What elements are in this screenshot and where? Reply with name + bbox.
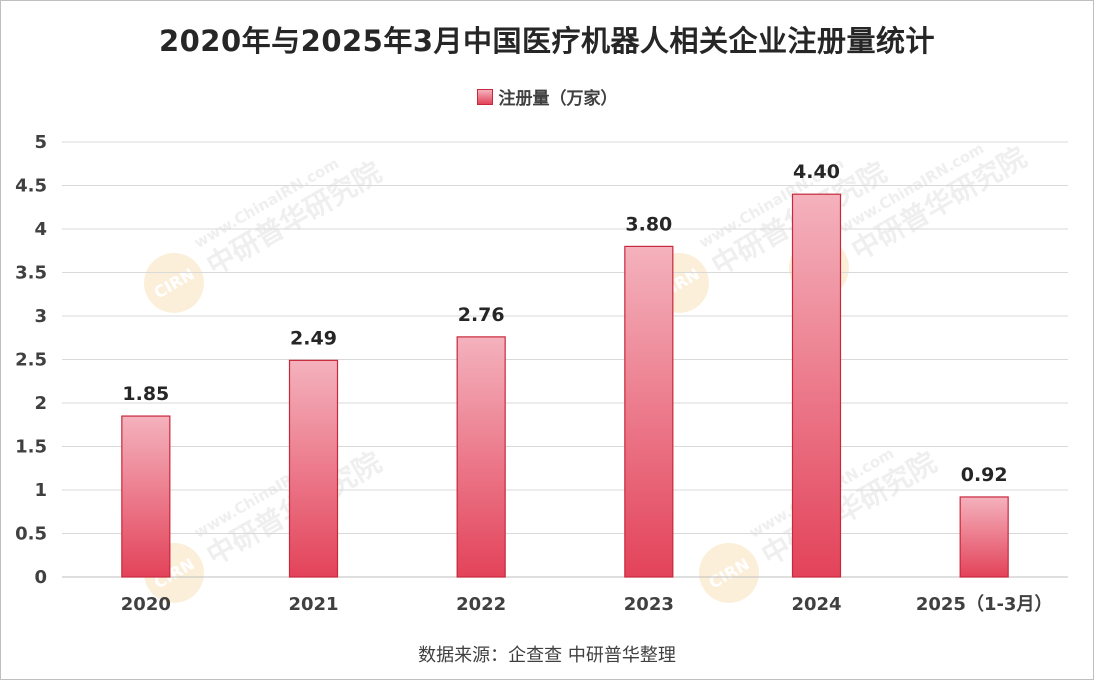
data-label: 2.76 [458,304,505,326]
data-label: 4.40 [793,161,840,183]
x-tick-label: 2025（1-3月） [916,594,1053,615]
y-axis-ticks: 0 0.5 1 1.5 2 2.5 3 3.5 4 4.5 5 [15,132,47,588]
y-tick-label: 2.5 [15,350,47,371]
bar [791,193,842,578]
gridlines [62,141,1068,578]
bars [121,193,1009,578]
source-note: 数据来源：企查查 中研普华整理 [418,645,676,666]
watermark-logo [698,542,759,603]
x-axis-ticks: 2020 2021 2022 2023 2024 2025（1-3月） [121,594,1053,615]
y-tick-label: 3 [34,306,47,327]
bar [624,245,674,578]
x-tick-label: 2024 [791,594,841,615]
watermark-logo [143,252,204,313]
data-label: 3.80 [625,213,672,235]
bar [456,336,506,578]
y-tick-label: 0.5 [15,524,47,545]
data-label: 0.92 [961,464,1008,486]
y-tick-label: 3.5 [15,263,47,284]
chart-legend: 注册量（万家） [0,84,1094,109]
x-tick-label: 2021 [288,594,338,615]
y-tick-label: 4.5 [15,176,47,197]
chart-title: 2020年与2025年3月中国医疗机器人相关企业注册量统计 [158,24,936,58]
y-tick-label: 1 [34,480,47,501]
x-tick-label: 2022 [456,594,506,615]
x-tick-label: 2020 [121,594,171,615]
y-tick-label: 4 [34,219,47,240]
bar [288,359,339,578]
bar [959,496,1009,578]
legend-swatch [476,89,493,105]
y-tick-label: 1.5 [15,437,47,458]
bar [121,415,171,578]
data-label: 1.85 [122,383,169,405]
y-tick-label: 0 [34,567,47,588]
y-tick-label: 5 [34,132,47,153]
x-tick-label: 2023 [624,594,674,615]
data-label: 2.49 [290,327,337,349]
y-tick-label: 2 [34,393,47,414]
data-labels: 1.85 2.49 2.76 3.80 4.40 0.92 [122,161,1007,486]
legend-label: 注册量（万家） [498,89,618,109]
